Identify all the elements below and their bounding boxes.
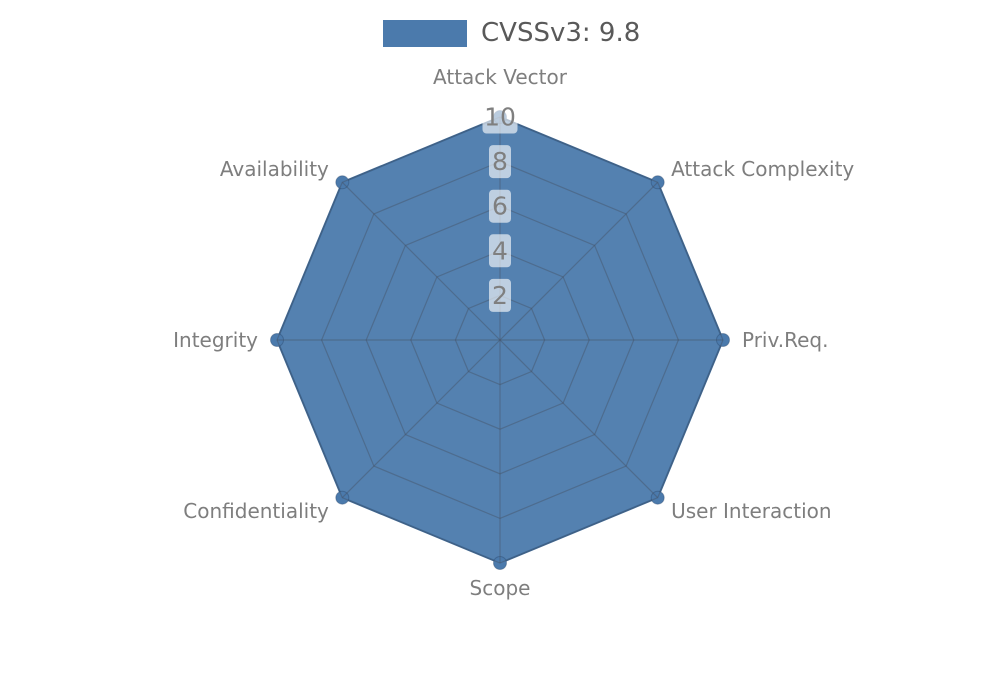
axis-label-availability: Availability <box>220 157 329 181</box>
tick-label-6: 6 <box>492 192 508 221</box>
grid-spoke <box>499 339 659 499</box>
vertex-marker <box>335 175 350 190</box>
vertex-marker <box>270 333 284 347</box>
axis-label-priv-req: Priv.Req. <box>742 328 828 352</box>
grid-ring <box>454 294 546 386</box>
tick-label-box-6 <box>489 189 511 223</box>
tick-label-box-8 <box>489 145 511 179</box>
axis-label-attack-vector: Attack Vector <box>433 65 568 89</box>
axis-label-scope: Scope <box>470 576 531 600</box>
legend-swatch <box>383 19 467 47</box>
tick-label-box-4 <box>489 234 511 268</box>
grid-ring <box>410 250 590 430</box>
grid-ring <box>276 116 724 564</box>
grid-ring <box>365 205 635 475</box>
axis-label-user-interaction: User Interaction <box>671 499 831 523</box>
tick-label-2: 2 <box>492 281 508 310</box>
axis-label-confidentiality: Confidentiality <box>183 499 329 523</box>
grid-spoke <box>499 181 659 341</box>
chart-legend: CVSSv3: 9.8 <box>383 18 640 48</box>
vertex-marker <box>650 490 665 505</box>
grid-spoke <box>341 339 501 499</box>
vertex-marker <box>335 490 350 505</box>
legend-label: CVSSv3: 9.8 <box>481 18 641 48</box>
axis-label-integrity: Integrity <box>173 328 258 352</box>
tick-label-box-10 <box>482 100 518 134</box>
tick-label-box-2 <box>489 278 511 312</box>
tick-label-4: 4 <box>492 236 508 265</box>
vertex-marker <box>716 333 730 347</box>
axis-label-attack-complexity: Attack Complexity <box>671 157 854 181</box>
tick-label-10: 10 <box>484 103 516 132</box>
vertex-marker <box>493 556 507 570</box>
vertex-marker <box>650 175 665 190</box>
grid-ring <box>320 160 680 520</box>
grid-spoke <box>341 181 501 341</box>
tick-label-8: 8 <box>492 147 508 176</box>
